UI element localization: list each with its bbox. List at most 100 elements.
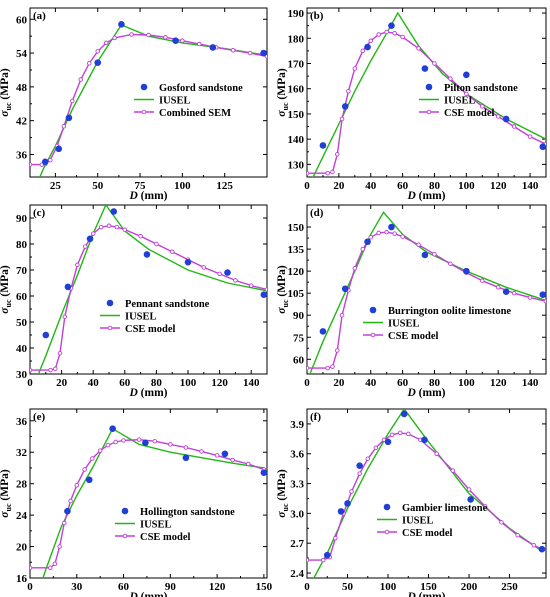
- experiment-point: [467, 496, 474, 503]
- x-tick-label: 40: [88, 377, 100, 389]
- iusel-line: [37, 205, 267, 374]
- experiment-point: [384, 438, 392, 446]
- iusel-line: [39, 24, 267, 177]
- model-point: [349, 489, 354, 494]
- model-point: [357, 471, 362, 476]
- model-point: [384, 29, 389, 35]
- model-line: [30, 225, 267, 371]
- x-tick-label: 50: [342, 581, 354, 593]
- experiment-point: [539, 143, 547, 151]
- model-point: [376, 230, 381, 236]
- x-tick-label: 75: [135, 180, 147, 192]
- model-point: [466, 487, 472, 492]
- model-point: [448, 261, 453, 267]
- model-line: [307, 31, 546, 174]
- experiment-point: [260, 49, 267, 57]
- model-point: [82, 467, 87, 472]
- x-tick-label: 0: [304, 581, 310, 593]
- legend-marker-model-point: [426, 109, 432, 115]
- x-tick-label: 100: [180, 377, 197, 389]
- plot-frame: [306, 7, 547, 178]
- x-tick-label: 150: [256, 581, 273, 593]
- y-tick-label: 3.3: [290, 479, 304, 491]
- experiment-point: [421, 436, 428, 444]
- model-point: [217, 271, 222, 277]
- x-axis-title: D (mm): [128, 190, 167, 202]
- x-tick-label: 120: [209, 581, 226, 593]
- y-tick-label: 135: [288, 244, 305, 256]
- y-axis-title: σuc (MPa): [0, 469, 13, 518]
- experiment-point: [42, 331, 50, 339]
- model-point: [400, 34, 405, 40]
- model-point: [57, 544, 62, 549]
- y-tick-label: 75: [293, 332, 305, 344]
- legend-label: IUSEL: [444, 95, 476, 106]
- model-point: [247, 50, 253, 56]
- model-point: [373, 445, 379, 451]
- y-tick-label: 60: [293, 354, 305, 366]
- model-point: [325, 365, 330, 371]
- model-point: [57, 350, 63, 356]
- x-tick-label: 120: [490, 377, 507, 389]
- experiment-point: [209, 44, 217, 51]
- x-tick-label: 90: [165, 581, 177, 593]
- legend-marker-model-point: [370, 332, 376, 338]
- experiment-point: [86, 235, 94, 243]
- model-point: [307, 170, 310, 176]
- iusel-line: [312, 11, 546, 177]
- y-tick-label: 2.7: [290, 538, 304, 550]
- experiment-point: [85, 476, 93, 484]
- y-tick-label: 105: [288, 288, 305, 300]
- model-point: [325, 170, 330, 176]
- experiment-point: [538, 545, 546, 553]
- model-point: [197, 41, 202, 47]
- x-tick-label: 40: [365, 377, 377, 389]
- experiment-point: [421, 65, 429, 72]
- model-point: [78, 77, 84, 82]
- chart-panel-2: (b) 0 20 40 60 80 100 120 140 130 140 150 160 170 180 1…: [276, 7, 547, 202]
- y-tick-label: 40: [16, 343, 28, 355]
- y-tick-label: 190: [288, 8, 305, 20]
- legend-label: Gosford sandstone: [159, 83, 243, 94]
- y-tick-label: 24: [16, 510, 28, 522]
- legend-label: CSE model: [444, 108, 495, 119]
- model-line: [307, 231, 546, 369]
- model-point: [482, 504, 488, 509]
- x-tick-label: 140: [243, 377, 260, 389]
- legend-marker-model-point: [141, 109, 147, 115]
- x-axis-title: D (mm): [406, 387, 445, 399]
- model-point: [48, 565, 53, 571]
- x-tick-label: 20: [56, 377, 68, 389]
- y-tick-label: 90: [16, 213, 28, 225]
- model-point: [199, 449, 204, 454]
- experiment-point: [64, 283, 72, 291]
- model-point: [121, 438, 126, 443]
- model-point: [346, 88, 351, 94]
- x-tick-label: 40: [365, 180, 377, 192]
- model-point: [543, 299, 546, 304]
- experiment-point: [319, 328, 327, 335]
- panel-label: (d): [310, 207, 324, 219]
- y-tick-label: 60: [16, 14, 28, 26]
- experiment-point: [109, 425, 116, 432]
- model-point: [333, 535, 338, 541]
- model-point: [352, 66, 358, 71]
- model-point: [146, 32, 151, 38]
- legend-label: IUSEL: [125, 311, 157, 322]
- y-tick-label: 36: [16, 416, 28, 428]
- experiment-point: [356, 462, 363, 469]
- experiment-point: [118, 21, 125, 28]
- experiment-point: [65, 114, 73, 122]
- x-tick-label: 80: [151, 377, 163, 389]
- model-point: [90, 231, 96, 236]
- model-point: [480, 104, 485, 109]
- model-point: [389, 432, 395, 438]
- y-tick-label: 150: [288, 109, 305, 121]
- model-point: [307, 557, 310, 563]
- chart-panel-3: (c) 0 20 40 60 80 100 120 140 30 40 50 60 70 80 90 D (mm…: [0, 204, 268, 399]
- y-tick-label: 180: [288, 33, 305, 45]
- model-point: [136, 437, 142, 442]
